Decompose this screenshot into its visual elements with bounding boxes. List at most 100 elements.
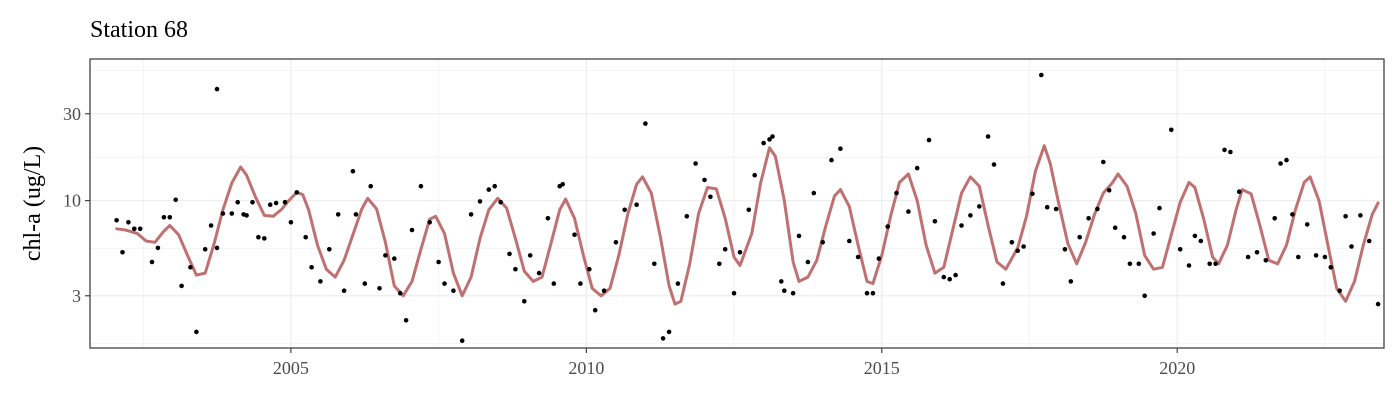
data-point [829, 157, 834, 163]
data-point [1228, 149, 1233, 155]
data-point [241, 212, 246, 217]
data-point [1112, 225, 1118, 230]
data-point [427, 220, 433, 225]
data-point [1272, 216, 1277, 221]
data-point [1358, 213, 1363, 218]
data-point [932, 219, 938, 224]
data-point [1106, 188, 1112, 193]
data-point [666, 329, 672, 335]
plot-panel-border [89, 58, 1385, 349]
data-point [451, 288, 456, 294]
data-point [288, 220, 294, 225]
data-point [1290, 212, 1295, 217]
data-point [522, 299, 527, 304]
data-point [403, 318, 409, 323]
trend-line-layer [115, 144, 1380, 306]
data-point [1328, 265, 1334, 270]
data-point [782, 288, 787, 294]
data-point [1186, 263, 1192, 268]
data-point [1077, 234, 1082, 240]
data-point [397, 290, 403, 296]
data-point [132, 226, 137, 232]
data-point [1349, 244, 1354, 249]
x-tick-label: 2010 [568, 358, 604, 378]
data-point [914, 165, 920, 171]
data-point [214, 86, 220, 92]
data-point [767, 137, 772, 142]
data-point [1062, 247, 1068, 252]
data-point [652, 261, 657, 267]
data-point [362, 281, 368, 286]
data-point [1169, 127, 1174, 133]
y-tick-label: 30 [63, 104, 81, 124]
data-point [513, 266, 518, 272]
data-point [572, 232, 577, 237]
data-point [492, 183, 498, 189]
data-point [214, 245, 220, 251]
data-point [149, 259, 155, 265]
data-point [926, 137, 932, 143]
data-point [353, 212, 359, 217]
data-point [991, 162, 997, 167]
data-point [1198, 238, 1204, 244]
data-point [693, 161, 698, 166]
data-point [545, 216, 551, 221]
data-point [1086, 216, 1091, 221]
data-point [1039, 72, 1044, 78]
data-point [418, 183, 424, 189]
y-axis-label: chl-a (ug/L) [20, 146, 46, 261]
data-point [459, 338, 465, 344]
data-point [477, 199, 483, 204]
data-point [120, 250, 125, 255]
data-point [1009, 240, 1015, 245]
data-point [1000, 281, 1006, 286]
data-point [1254, 250, 1260, 255]
data-point [947, 276, 952, 282]
trend-line [115, 144, 1380, 306]
data-point [267, 202, 273, 207]
data-point [235, 199, 240, 205]
data-point [761, 140, 766, 146]
data-point [126, 220, 131, 225]
data-point [622, 207, 627, 213]
y-tick-label: 10 [63, 191, 81, 211]
data-point [731, 290, 737, 296]
data-point [779, 279, 784, 284]
data-point [820, 240, 825, 245]
data-point [409, 227, 415, 233]
data-point [194, 329, 199, 335]
data-point [660, 336, 666, 341]
data-point [368, 183, 374, 189]
data-point [864, 290, 870, 296]
data-point [805, 259, 811, 265]
data-point [1213, 261, 1218, 267]
data-point [1313, 253, 1319, 258]
data-point [1142, 293, 1147, 299]
data-point [684, 214, 690, 219]
data-point [341, 288, 347, 294]
data-point [335, 212, 341, 217]
data-point [273, 200, 279, 206]
data-point [796, 233, 802, 239]
data-point [737, 250, 743, 255]
data-point [507, 251, 512, 257]
data-point [114, 218, 119, 223]
data-point [876, 256, 882, 261]
data-point [1015, 248, 1020, 254]
data-point [1366, 238, 1372, 244]
data-point [977, 204, 982, 209]
data-point [1322, 254, 1328, 260]
data-point [229, 211, 235, 216]
data-point [601, 288, 607, 294]
data-point [941, 274, 947, 280]
data-point [1053, 206, 1059, 212]
data-point [1021, 244, 1026, 249]
data-point [303, 234, 309, 240]
data-point [587, 266, 592, 272]
data-point [220, 211, 226, 216]
data-point [188, 265, 193, 270]
data-point [985, 134, 991, 139]
data-point [717, 261, 722, 267]
data-point [592, 307, 598, 313]
